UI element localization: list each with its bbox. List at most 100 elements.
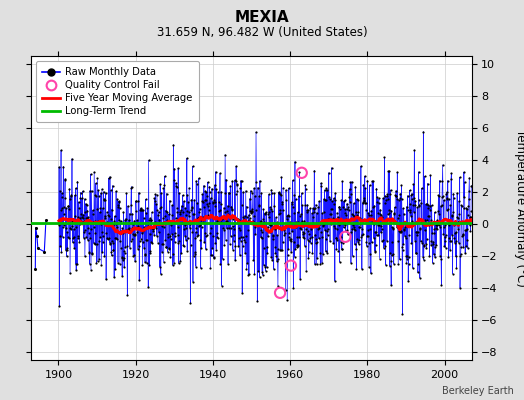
Point <box>70 244 79 251</box>
Point <box>377 229 385 236</box>
Point <box>154 212 162 218</box>
Point <box>178 202 186 209</box>
Point <box>420 243 428 249</box>
Point <box>322 197 330 204</box>
Point <box>330 195 338 202</box>
Point <box>120 264 128 270</box>
Point <box>222 176 230 183</box>
Point <box>428 230 436 236</box>
Point <box>71 213 80 219</box>
Point <box>288 199 296 206</box>
Point <box>147 216 155 223</box>
Point <box>308 210 316 216</box>
Point <box>158 240 166 247</box>
Point <box>379 237 388 244</box>
Point <box>442 231 450 238</box>
Point <box>309 205 317 211</box>
Point <box>330 197 339 204</box>
Point <box>286 219 294 225</box>
Point <box>277 247 285 253</box>
Point <box>438 194 446 200</box>
Point <box>217 219 225 225</box>
Point <box>404 278 412 284</box>
Point <box>99 233 107 239</box>
Point <box>347 229 355 236</box>
Point <box>200 239 209 245</box>
Point <box>290 210 298 216</box>
Point <box>134 222 142 229</box>
Point <box>367 239 376 246</box>
Point <box>266 229 275 235</box>
Point <box>296 276 304 282</box>
Point <box>440 197 448 204</box>
Point <box>77 211 85 218</box>
Point <box>424 222 433 228</box>
Point <box>215 207 223 214</box>
Point <box>83 202 91 208</box>
Point <box>315 224 324 231</box>
Point <box>275 211 283 217</box>
Point <box>112 221 121 228</box>
Point <box>464 196 473 203</box>
Point <box>391 192 399 198</box>
Point <box>59 224 67 230</box>
Point <box>127 202 135 208</box>
Point <box>427 238 435 244</box>
Point <box>334 248 343 254</box>
Point <box>431 225 440 231</box>
Point <box>159 185 168 192</box>
Point <box>128 224 136 231</box>
Point <box>399 211 408 217</box>
Point <box>441 221 450 228</box>
Point <box>246 188 255 194</box>
Point <box>453 220 461 226</box>
Point <box>380 219 388 225</box>
Point <box>246 208 255 215</box>
Point <box>161 213 169 220</box>
Point <box>151 198 159 204</box>
Point <box>203 193 211 200</box>
Point <box>273 258 281 264</box>
Point <box>187 207 195 214</box>
Point <box>306 205 314 212</box>
Point <box>334 214 342 220</box>
Point <box>394 238 402 244</box>
Point <box>250 193 259 200</box>
Point <box>255 201 263 208</box>
Point <box>219 256 227 262</box>
Point <box>336 234 344 240</box>
Point <box>203 201 212 208</box>
Point <box>31 224 40 231</box>
Point <box>462 205 471 211</box>
Point <box>220 242 228 249</box>
Point <box>432 222 440 228</box>
Point <box>269 232 277 238</box>
Point <box>364 233 372 240</box>
Point <box>84 229 93 236</box>
Point <box>298 190 306 196</box>
Point <box>449 270 457 277</box>
Point <box>265 222 274 229</box>
Point <box>184 219 192 225</box>
Point <box>370 248 379 254</box>
Point <box>376 211 384 217</box>
Point <box>72 224 81 230</box>
Point <box>90 240 98 246</box>
Point <box>246 195 254 202</box>
Point <box>104 236 112 243</box>
Point <box>434 210 443 217</box>
Point <box>401 224 409 230</box>
Point <box>205 183 214 190</box>
Point <box>76 221 84 227</box>
Point <box>306 235 314 241</box>
Point <box>63 234 72 240</box>
Point <box>92 180 100 186</box>
Point <box>145 217 153 223</box>
Point <box>332 235 340 242</box>
Point <box>413 232 421 238</box>
Point <box>219 224 227 231</box>
Point <box>417 199 425 206</box>
Point <box>328 164 336 171</box>
Point <box>125 210 134 217</box>
Point <box>315 198 323 204</box>
